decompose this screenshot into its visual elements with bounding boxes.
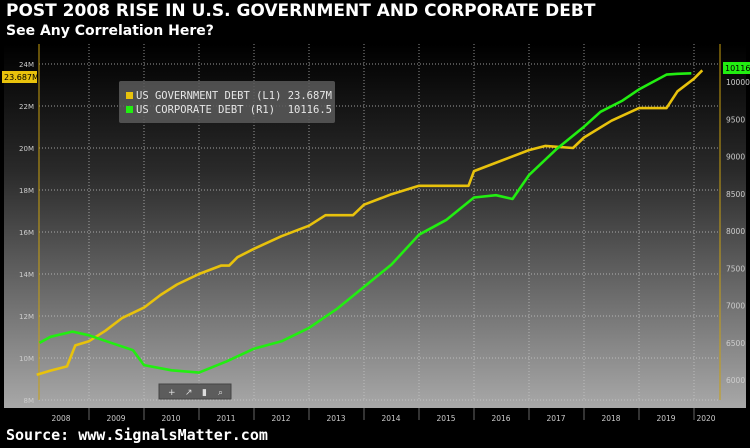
legend-swatch-gov [126, 92, 133, 99]
left-tick-label: 22M [19, 103, 34, 111]
right-tick-label: 7000 [726, 302, 745, 311]
corporate-debt-line [38, 72, 692, 374]
x-tick-label: 2016 [491, 414, 510, 423]
left-tick-label: 14M [19, 271, 34, 279]
legend-box: US GOVERNMENT DEBT (L1) 23.687M US CORPO… [119, 81, 335, 123]
x-tick-label: 2010 [161, 414, 180, 423]
source-credit: Source: www.SignalsMatter.com [6, 426, 268, 444]
left-tick-label: 18M [19, 187, 34, 195]
right-tick-label: 9500 [726, 115, 745, 124]
chart-toolbar: + ↗ ▮ ⌕ [158, 383, 232, 400]
x-tick-label: 2011 [216, 414, 235, 423]
x-tick-label: 2014 [381, 414, 400, 423]
legend-label-gov: US GOVERNMENT DEBT (L1) 23.687M [136, 90, 332, 102]
chart-title: POST 2008 RISE IN U.S. GOVERNMENT AND CO… [6, 1, 596, 21]
left-current-label: 23.687M [4, 73, 39, 82]
right-tick-label: 10000 [726, 78, 750, 87]
left-tick-label: 20M [19, 145, 34, 153]
left-tick-label: 10M [19, 355, 34, 363]
right-tick-label: 8500 [726, 190, 745, 199]
draw-tool-icon[interactable]: ↗ [185, 388, 193, 398]
x-tick-label: 2008 [51, 414, 70, 423]
x-tick-label: 2019 [656, 414, 675, 423]
government-debt-line [36, 69, 704, 377]
left-tick-label: 8M [24, 397, 35, 405]
left-tick-label: 16M [19, 229, 34, 237]
crosshair-tool-icon[interactable]: + [168, 388, 176, 398]
left-current-tag [2, 71, 37, 83]
legend-label-corp: US CORPORATE DEBT (R1) 10116.5 [136, 104, 332, 116]
save-tool-icon[interactable]: ▮ [202, 388, 207, 398]
right-tick-label: 6500 [726, 339, 745, 348]
right-tick-label: 8000 [726, 227, 745, 236]
x-tick-label: 2009 [106, 414, 125, 423]
x-tick-label: 2013 [326, 414, 345, 423]
legend-swatch-corp [126, 106, 133, 113]
right-tick-label: 9000 [726, 153, 745, 162]
x-tick-label: 2018 [601, 414, 620, 423]
left-tick-label: 24M [19, 61, 34, 69]
zoom-tool-icon[interactable]: ⌕ [218, 388, 223, 398]
right-tick-label: 7500 [726, 264, 745, 273]
x-tick-label: 2020 [696, 414, 715, 423]
x-tick-label: 2012 [271, 414, 290, 423]
left-tick-label: 12M [19, 313, 34, 321]
x-tick-label: 2015 [436, 414, 455, 423]
right-current-tag [723, 62, 750, 74]
right-tick-label: 6000 [726, 376, 745, 385]
plot-background [4, 44, 746, 408]
right-current-label: 10116.5 [725, 64, 750, 73]
chart-subtitle: See Any Correlation Here? [6, 23, 214, 39]
x-tick-label: 2017 [546, 414, 565, 423]
